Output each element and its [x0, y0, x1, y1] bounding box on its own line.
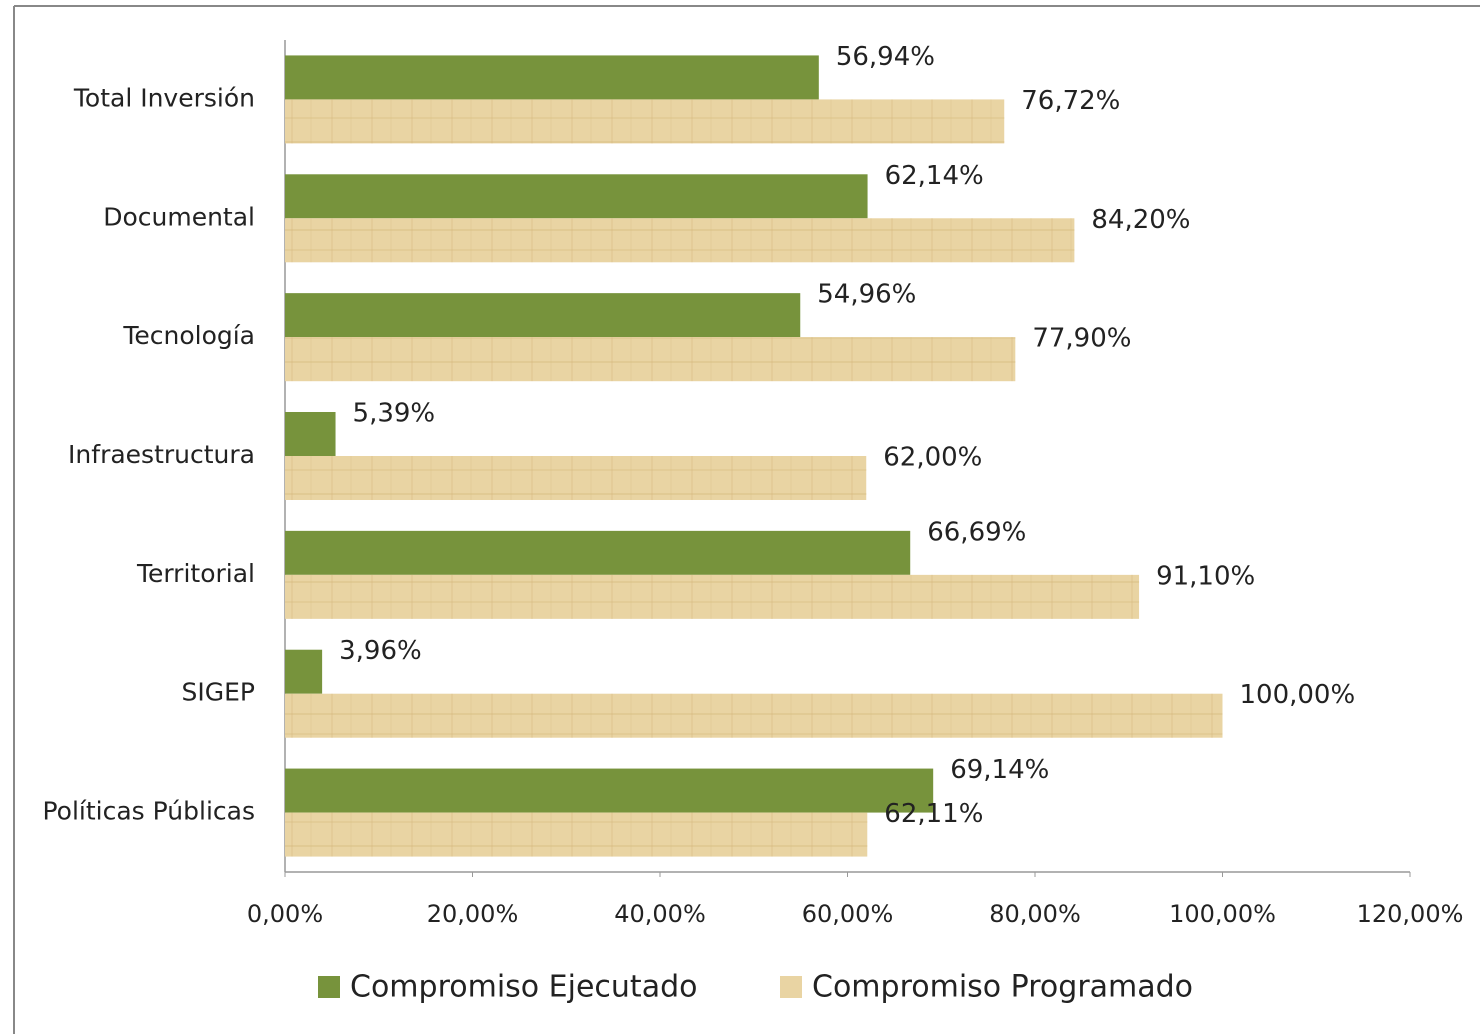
- bar-texture: [285, 574, 1140, 619]
- legend-label: Compromiso Ejecutado: [350, 970, 697, 1005]
- bar: [285, 768, 934, 813]
- x-tick-label: 120,00%: [1357, 900, 1464, 928]
- category-label: Documental: [103, 202, 255, 231]
- category-label: Total Inversión: [73, 83, 255, 112]
- value-label: 100,00%: [1240, 680, 1356, 710]
- category-label: Políticas Públicas: [43, 797, 256, 826]
- value-label: 84,20%: [1091, 205, 1190, 235]
- category-label: SIGEP: [182, 678, 256, 707]
- bar-texture: [285, 218, 1075, 263]
- value-label: 62,14%: [885, 161, 984, 191]
- bar: [285, 412, 336, 456]
- bar-texture: [285, 99, 1005, 144]
- category-label: Tecnología: [122, 321, 255, 350]
- value-label: 56,94%: [836, 42, 935, 72]
- x-tick-label: 60,00%: [802, 900, 894, 928]
- bar: [285, 530, 911, 575]
- x-tick-label: 20,00%: [427, 900, 519, 928]
- bar-texture: [285, 693, 1223, 738]
- legend-swatch: [780, 976, 802, 998]
- bar-texture: [285, 456, 867, 500]
- value-label: 3,96%: [339, 636, 422, 666]
- value-label: 66,69%: [927, 517, 1026, 547]
- legend-label: Compromiso Programado: [812, 970, 1193, 1005]
- value-label: 54,96%: [817, 280, 916, 310]
- x-tick-label: 80,00%: [989, 900, 1081, 928]
- value-label: 5,39%: [353, 399, 436, 429]
- bar: [285, 55, 819, 100]
- bar-texture: [285, 812, 868, 857]
- value-label: 77,90%: [1032, 324, 1131, 354]
- legend-swatch: [318, 976, 340, 998]
- value-label: 62,00%: [883, 443, 982, 473]
- category-label: Territorial: [136, 559, 255, 588]
- bar: [285, 293, 801, 338]
- bar: [285, 174, 868, 219]
- x-tick-label: 40,00%: [614, 900, 706, 928]
- value-label: 69,14%: [950, 755, 1049, 785]
- category-label: Infraestructura: [68, 440, 255, 469]
- bar-texture: [285, 337, 1016, 382]
- bar: [285, 649, 323, 694]
- value-label: 76,72%: [1021, 86, 1120, 116]
- value-label: 62,11%: [884, 799, 983, 829]
- x-tick-label: 100,00%: [1169, 900, 1276, 928]
- x-tick-label: 0,00%: [247, 900, 323, 928]
- value-label: 91,10%: [1156, 561, 1255, 591]
